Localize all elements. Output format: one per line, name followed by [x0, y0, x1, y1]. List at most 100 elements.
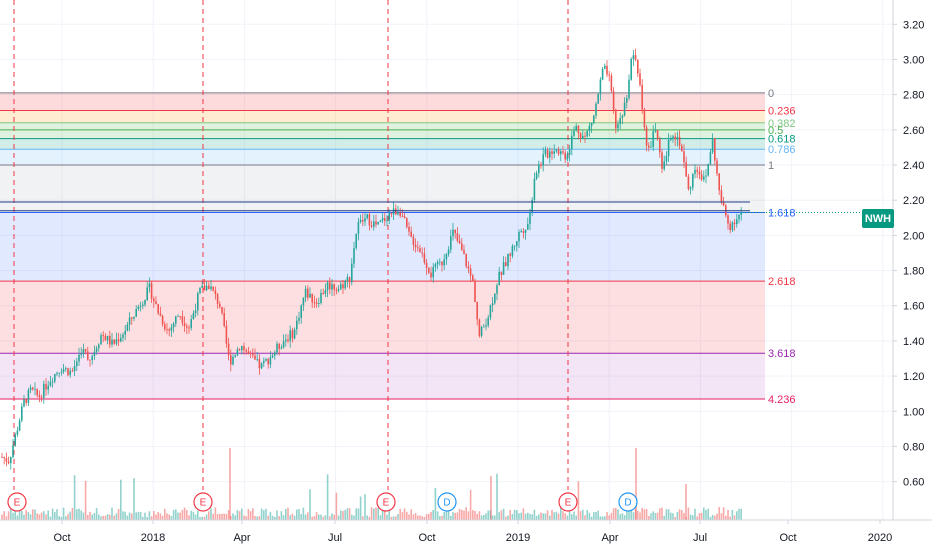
x-tick-label: Jul	[328, 532, 342, 544]
volume-bar	[538, 514, 540, 520]
volume-bar	[188, 515, 190, 520]
candle-body	[192, 313, 195, 320]
volume-bar	[168, 514, 170, 520]
volume-bar	[619, 514, 621, 520]
candle-body	[736, 219, 738, 225]
candle-body	[311, 293, 313, 303]
volume-bar	[331, 513, 333, 520]
candle-body	[362, 219, 364, 222]
volume-bar	[212, 513, 214, 520]
event-marker[interactable]	[376, 492, 396, 512]
candle-body	[458, 240, 461, 244]
volume-bar	[375, 507, 377, 520]
candle-body	[243, 346, 245, 351]
volume-bar	[340, 510, 342, 520]
candle-body	[392, 208, 395, 215]
candle-body	[518, 231, 520, 242]
volume-bar	[362, 516, 364, 520]
volume-bar	[366, 515, 368, 520]
y-tick-label: 2.00	[903, 230, 924, 242]
candle-body	[661, 152, 663, 169]
candle-body	[131, 317, 133, 319]
x-axis-ticks: Oct 2018 Apr Jul Oct 2019 Apr Jul Oct 2020	[53, 520, 892, 544]
volume-bar	[146, 516, 148, 520]
volume-bar	[597, 510, 599, 520]
candle-body	[208, 285, 210, 290]
candle-body	[494, 293, 496, 304]
candle-body	[221, 306, 223, 313]
candle-body	[106, 335, 109, 341]
candle-body	[511, 246, 514, 256]
volume-bar	[128, 512, 131, 520]
volume-bar	[370, 507, 373, 520]
volume-bar	[117, 509, 120, 520]
candle-body	[353, 248, 355, 264]
candle-body	[681, 145, 683, 152]
event-marker[interactable]	[193, 492, 213, 512]
candle-body	[366, 214, 368, 219]
candle-body	[711, 138, 714, 153]
candle-body	[78, 354, 80, 362]
candle-body	[729, 223, 731, 231]
volume-bar	[535, 515, 538, 520]
candle-body	[397, 212, 399, 215]
event-marker[interactable]	[437, 492, 457, 512]
volume-bar	[148, 511, 151, 520]
candle-body	[485, 325, 487, 327]
volume-bar	[546, 510, 549, 520]
fib-level-label: 1.618	[768, 208, 796, 220]
candle-body	[293, 329, 296, 339]
candle-body	[95, 348, 98, 352]
candle-body	[241, 346, 243, 351]
volume-bar	[604, 516, 606, 520]
volume-bar	[670, 512, 672, 520]
volume-bar	[216, 514, 219, 520]
volume-bar	[430, 511, 432, 520]
candle-body	[298, 318, 300, 321]
volume-bar	[100, 516, 102, 520]
candle-body	[355, 233, 357, 249]
volume-bar	[414, 512, 417, 520]
volume-bar	[711, 514, 714, 520]
event-lines	[13, 0, 569, 490]
event-marker[interactable]	[7, 492, 27, 512]
event-marker-label: D	[443, 498, 450, 509]
volume-bar	[155, 514, 157, 520]
event-marker[interactable]	[558, 492, 578, 512]
candle-body	[135, 309, 137, 317]
candle-body	[161, 315, 164, 325]
volume-bar	[93, 513, 96, 520]
volume-bar	[269, 511, 272, 520]
candle-body	[201, 285, 203, 288]
candle-body	[720, 190, 723, 202]
candle-body	[359, 219, 362, 222]
volume-bar	[483, 515, 485, 520]
candle-body	[408, 226, 410, 232]
candles[interactable]	[1, 48, 742, 470]
candle-body	[230, 355, 232, 365]
candle-body	[102, 335, 104, 336]
y-tick-label: 1.20	[903, 371, 924, 383]
candle-body	[500, 271, 503, 275]
volume-bar	[595, 511, 597, 520]
volume-bar	[373, 508, 375, 520]
candle-body	[700, 174, 703, 180]
candle-body	[520, 231, 522, 232]
candle-body	[245, 350, 247, 352]
candle-body	[164, 324, 166, 330]
candle-body	[170, 327, 173, 331]
volume-bar	[7, 511, 10, 520]
volume-bar	[54, 512, 56, 520]
volume-bar	[84, 480, 87, 520]
volume-bar	[696, 516, 698, 520]
candle-body	[51, 381, 54, 383]
last-price-tag[interactable]: NWH	[862, 209, 894, 228]
event-marker[interactable]	[618, 492, 638, 512]
candle-body	[342, 284, 344, 289]
candle-body	[516, 241, 518, 246]
volume-bar	[645, 509, 648, 520]
candle-body	[18, 420, 21, 431]
